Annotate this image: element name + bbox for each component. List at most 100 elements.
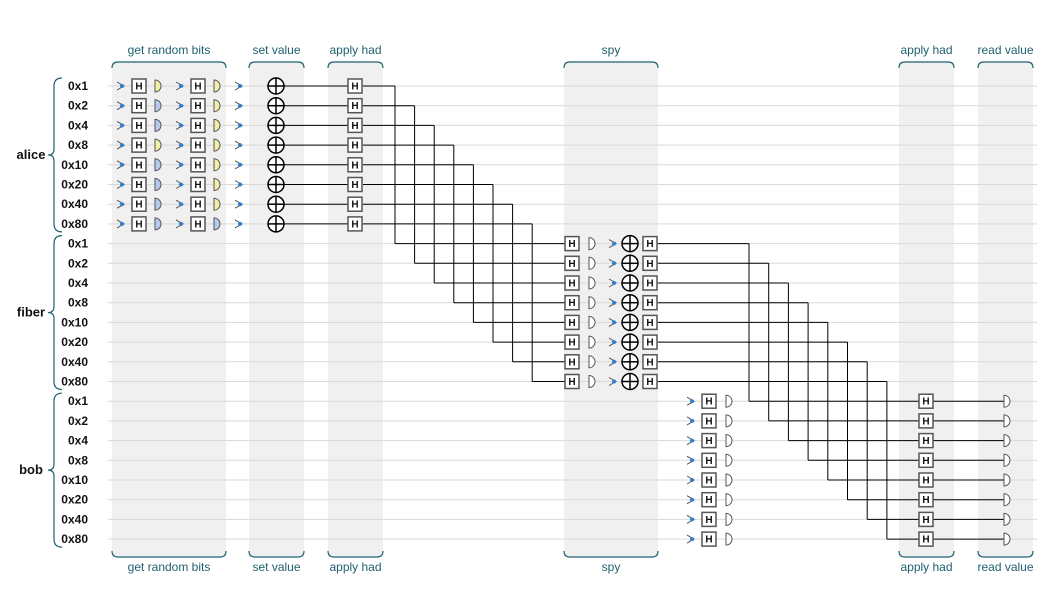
hadamard-gate: H — [701, 472, 717, 488]
init-zero-marker — [608, 239, 618, 249]
init-dot — [179, 143, 183, 148]
hadamard-box — [642, 334, 658, 350]
measure-gate — [1003, 453, 1011, 467]
qubit-label-alice-0x2: 0x2 — [68, 99, 88, 113]
init-dot — [179, 103, 183, 108]
hadamard-box — [642, 275, 658, 291]
init-zero-marker — [686, 495, 696, 505]
measure-gate — [1003, 532, 1011, 546]
hadamard-box — [701, 393, 717, 409]
hadamard-gate: H — [642, 235, 658, 252]
hadamard-box — [564, 354, 580, 370]
hadamard-gate: H — [701, 432, 717, 449]
hadamard-box — [131, 216, 147, 232]
hadamard-gate: H — [190, 157, 206, 173]
hadamard-label: H — [568, 239, 575, 250]
hadamard-box — [918, 413, 934, 429]
measure-gate — [588, 335, 596, 349]
measure-gate — [154, 138, 162, 152]
hadamard-label: H — [705, 476, 712, 487]
hadamard-gate: H — [701, 531, 717, 547]
hadamard-box — [642, 294, 658, 311]
hadamard-box — [190, 117, 206, 134]
init-dot — [690, 458, 694, 463]
hadamard-box — [642, 314, 658, 331]
hadamard-box — [564, 294, 580, 311]
qubit-label-alice-0x8: 0x8 — [68, 138, 88, 152]
init-zero-marker — [116, 160, 126, 170]
qubit-label-fiber-0x10: 0x10 — [61, 315, 88, 329]
hadamard-box — [564, 314, 580, 331]
hadamard-gate: H — [347, 176, 363, 193]
hadamard-label: H — [646, 377, 653, 388]
hadamard-box — [918, 491, 934, 508]
section-bracket-bottom — [327, 550, 384, 558]
qubit-label-alice-0x80: 0x80 — [61, 217, 88, 231]
hadamard-label: H — [135, 101, 142, 112]
hadamard-gate: H — [564, 373, 580, 390]
hadamard-label: H — [351, 101, 358, 112]
hadamard-gate: H — [131, 176, 147, 193]
measure-gate — [725, 453, 733, 467]
hadamard-label: H — [194, 82, 201, 93]
hadamard-box — [190, 78, 206, 94]
section-bracket-bottom — [563, 550, 659, 558]
hadamard-label: H — [194, 121, 201, 132]
hadamard-gate: H — [131, 78, 147, 94]
hadamard-box — [918, 531, 934, 547]
hadamard-box — [190, 196, 206, 212]
hadamard-box — [918, 511, 934, 528]
hadamard-gate: H — [190, 196, 206, 212]
hadamard-gate: H — [564, 275, 580, 291]
hadamard-label: H — [922, 436, 929, 447]
init-dot — [179, 123, 183, 128]
init-zero-marker — [686, 416, 696, 426]
measure-gate — [725, 434, 733, 448]
qubit-label-fiber-0x2: 0x2 — [68, 256, 88, 270]
init-dot — [120, 182, 124, 187]
hadamard-box — [918, 452, 934, 469]
init-zero-marker — [116, 81, 126, 91]
init-dot — [612, 340, 616, 345]
qubit-label-fiber-0x1: 0x1 — [68, 237, 88, 251]
measure-gate — [725, 512, 733, 526]
hadamard-box — [190, 176, 206, 193]
hadamard-label: H — [194, 101, 201, 112]
init-zero-marker — [686, 436, 696, 446]
measure-gate — [154, 79, 162, 93]
section-apply-had-2: apply had apply had — [898, 43, 955, 574]
measure-gate — [1003, 473, 1011, 487]
hadamard-box — [642, 373, 658, 390]
hadamard-box — [131, 196, 147, 212]
hadamard-box — [918, 393, 934, 409]
measure-gate — [213, 138, 221, 152]
hadamard-gate: H — [347, 196, 363, 212]
init-dot — [690, 478, 694, 482]
init-dot — [612, 300, 616, 305]
init-zero-marker — [116, 120, 126, 130]
qubit-label-bob-0x10: 0x10 — [61, 473, 88, 487]
hadamard-gate: H — [918, 491, 934, 508]
hadamard-gate: H — [642, 294, 658, 311]
hadamard-box — [347, 117, 363, 134]
init-dot — [612, 320, 616, 325]
hadamard-label: H — [705, 416, 712, 427]
measure-gate — [725, 394, 733, 408]
hadamard-gate: H — [190, 137, 206, 153]
measure-gate — [213, 158, 221, 172]
init-dot — [690, 399, 694, 404]
init-dot — [612, 261, 616, 266]
section-label-bottom: set value — [252, 560, 300, 574]
measure-gate — [154, 158, 162, 172]
init-zero-marker — [234, 160, 244, 170]
init-zero-marker — [608, 317, 618, 327]
init-zero-marker — [175, 140, 185, 150]
measure-gate — [213, 197, 221, 211]
init-dot — [238, 221, 242, 226]
section-band — [112, 62, 226, 557]
hadamard-label: H — [135, 141, 142, 152]
measure-gate — [213, 99, 221, 113]
measure-gate — [588, 296, 596, 310]
init-dot — [179, 84, 183, 88]
init-zero-marker — [686, 475, 696, 485]
